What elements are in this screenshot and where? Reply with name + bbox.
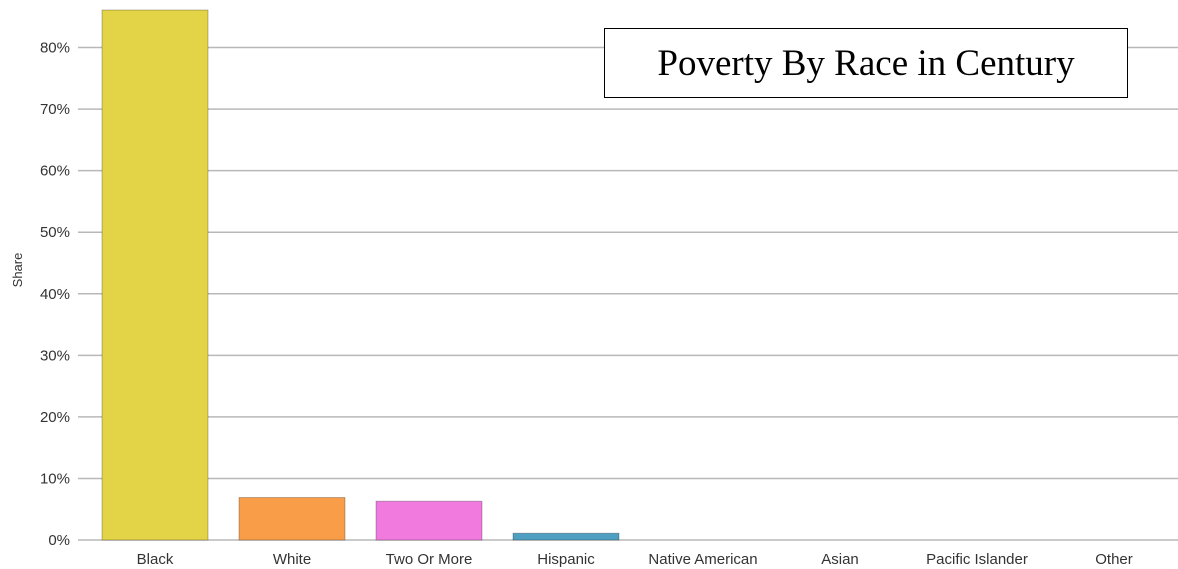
y-tick-label: 20%: [40, 409, 70, 426]
y-tick-label: 0%: [48, 532, 70, 549]
x-tick-label: Other: [1095, 551, 1133, 568]
x-tick-label: Hispanic: [537, 551, 595, 568]
chart-title-box: Poverty By Race in Century: [604, 28, 1128, 98]
y-tick-label: 30%: [40, 347, 70, 364]
bar: [375, 500, 483, 541]
x-tick-label: White: [273, 551, 311, 568]
bar: [101, 9, 209, 541]
y-tick-label: 10%: [40, 470, 70, 487]
x-tick-label: Black: [137, 551, 174, 568]
y-axis-label: Share: [10, 253, 25, 288]
y-tick-label: 40%: [40, 286, 70, 303]
gridlines: [78, 46, 1178, 541]
y-tick-label: 80%: [40, 40, 70, 57]
x-tick-label: Asian: [821, 551, 859, 568]
y-axis-ticks: 0% 10% 20% 30% 40% 50% 60% 70% 80%: [40, 40, 70, 549]
bar: [512, 532, 620, 541]
bars: [101, 9, 620, 541]
y-tick-label: 50%: [40, 224, 70, 241]
y-tick-label: 60%: [40, 163, 70, 180]
y-tick-label: 70%: [40, 101, 70, 118]
bar: [238, 497, 346, 541]
x-tick-label: Pacific Islander: [926, 551, 1028, 568]
x-tick-label: Native American: [648, 551, 757, 568]
chart-title: Poverty By Race in Century: [657, 42, 1075, 84]
x-tick-label: Two Or More: [386, 551, 473, 568]
x-axis-ticks: Black White Two Or More Hispanic Native Amer…: [137, 551, 1133, 568]
